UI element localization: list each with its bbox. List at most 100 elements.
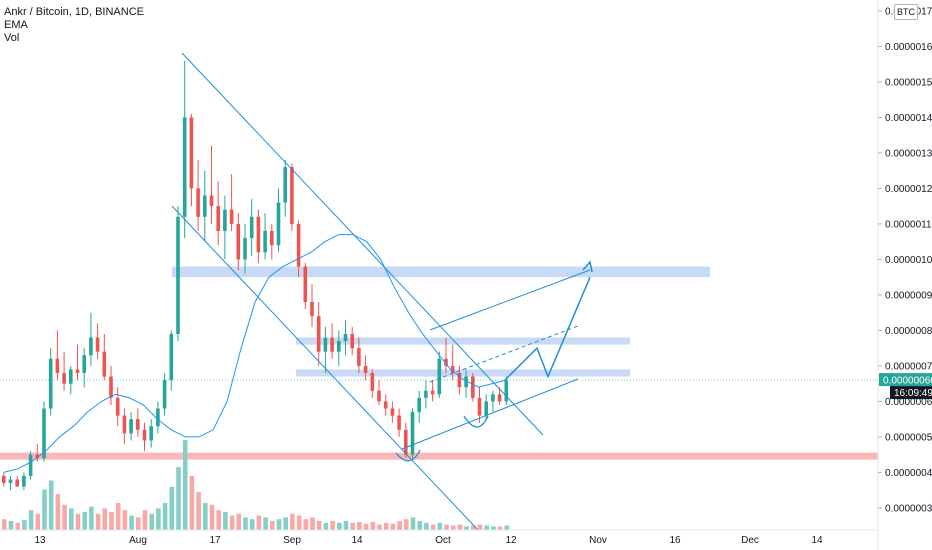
volume-bar xyxy=(209,504,215,530)
volume-bar xyxy=(249,519,255,530)
candle-body xyxy=(504,380,509,402)
candle-body xyxy=(350,333,354,349)
volume-bar xyxy=(497,526,503,530)
volume-bar xyxy=(2,519,7,530)
candle-body xyxy=(136,419,140,430)
volume-bar xyxy=(129,515,134,530)
volume-bar xyxy=(236,513,242,530)
candle-body xyxy=(15,479,19,487)
volume-bar xyxy=(363,523,369,530)
candle-body xyxy=(196,188,200,217)
projection-path xyxy=(504,276,591,381)
volume-bar xyxy=(62,504,67,530)
candle-body xyxy=(82,355,86,373)
resistance-zone xyxy=(296,369,630,377)
volume-bar xyxy=(156,508,161,530)
projection-arrowhead xyxy=(582,260,593,273)
price-axis[interactable]: 0.000001700.000001600.000001500.00000140… xyxy=(878,6,932,514)
candle-body xyxy=(8,479,13,484)
dashed-breakout-line xyxy=(429,325,579,383)
ema-indicator-label[interactable]: EMA xyxy=(4,19,28,31)
time-axis[interactable]: 13 Aug 17 Sep 14 Oct 12 Nov 16 Dec 14 xyxy=(34,535,823,546)
volume-bar xyxy=(15,522,20,530)
volume-bar xyxy=(69,508,74,530)
candle-body xyxy=(75,369,80,373)
resistance-zone xyxy=(172,266,710,278)
candle-body xyxy=(484,401,488,416)
volume-bar xyxy=(303,519,309,530)
candle-body xyxy=(229,209,234,224)
candle-body xyxy=(89,337,93,356)
volume-bar xyxy=(491,526,496,530)
candle-body xyxy=(296,223,301,267)
volume-bar xyxy=(196,492,201,530)
price-tick-label: 0.00000110 xyxy=(885,219,932,230)
candle-body xyxy=(323,337,328,352)
volume-bar xyxy=(417,521,422,530)
candle-body xyxy=(370,373,375,391)
volume-bar xyxy=(397,521,402,530)
volume-bar xyxy=(290,513,295,530)
volume-bar xyxy=(182,440,188,530)
volume-bar xyxy=(223,512,228,530)
candle-body xyxy=(363,365,368,373)
candle-body xyxy=(162,380,167,409)
candle-body xyxy=(189,117,194,189)
volume-bar xyxy=(276,519,282,530)
volume-bar xyxy=(330,521,335,530)
candle-body xyxy=(437,358,442,395)
candle-body xyxy=(410,412,415,455)
volume-bar xyxy=(464,526,469,530)
volume-bar xyxy=(450,525,456,530)
candle-body xyxy=(176,216,180,334)
symbol-title[interactable]: Ankr / Bitcoin, 1D, BINANCE xyxy=(4,6,144,18)
candle-body xyxy=(383,401,388,409)
support-zone xyxy=(0,452,878,460)
candle-body xyxy=(1,475,6,484)
volume-bar xyxy=(437,522,443,530)
candle-body xyxy=(216,206,220,231)
volume-bar xyxy=(109,512,114,530)
volume-bar xyxy=(28,510,34,530)
candle-body xyxy=(62,373,66,384)
volume-bar xyxy=(343,521,349,530)
candle-body xyxy=(337,341,341,352)
volume-bar xyxy=(390,523,396,530)
candle-body xyxy=(223,209,227,231)
channel-lower-line xyxy=(171,205,479,531)
chart-legend: Ankr / Bitcoin, 1D, BINANCE EMA Vol xyxy=(4,6,144,45)
volume-bar xyxy=(149,513,154,530)
volume-bar xyxy=(377,524,382,530)
volume-bar xyxy=(383,522,389,530)
volume-bar xyxy=(82,512,87,530)
volume-bar xyxy=(22,520,27,530)
time-tick-label: 12 xyxy=(505,535,517,546)
candle-body xyxy=(270,231,274,246)
candle-body xyxy=(310,302,314,317)
candle-body xyxy=(424,390,428,398)
volume-bar xyxy=(42,489,47,530)
candle-body xyxy=(69,369,73,384)
candle-body xyxy=(142,429,147,441)
candle-body xyxy=(303,266,308,302)
volume-bar xyxy=(350,522,355,530)
candle-body xyxy=(243,238,247,260)
candle-body xyxy=(276,202,281,246)
candle-body xyxy=(209,195,214,207)
volume-bar xyxy=(115,503,121,530)
volume-indicator-label[interactable]: Vol xyxy=(4,32,20,44)
candle-body xyxy=(256,216,261,253)
candle-body xyxy=(290,167,294,224)
time-tick-label: Aug xyxy=(129,535,147,546)
candle-body xyxy=(28,454,33,476)
ema-curve xyxy=(3,234,507,473)
currency-unit-badge[interactable]: BTC xyxy=(894,4,918,20)
candle-body xyxy=(397,415,401,430)
volume-bar xyxy=(48,480,54,530)
candle-body xyxy=(357,348,361,366)
